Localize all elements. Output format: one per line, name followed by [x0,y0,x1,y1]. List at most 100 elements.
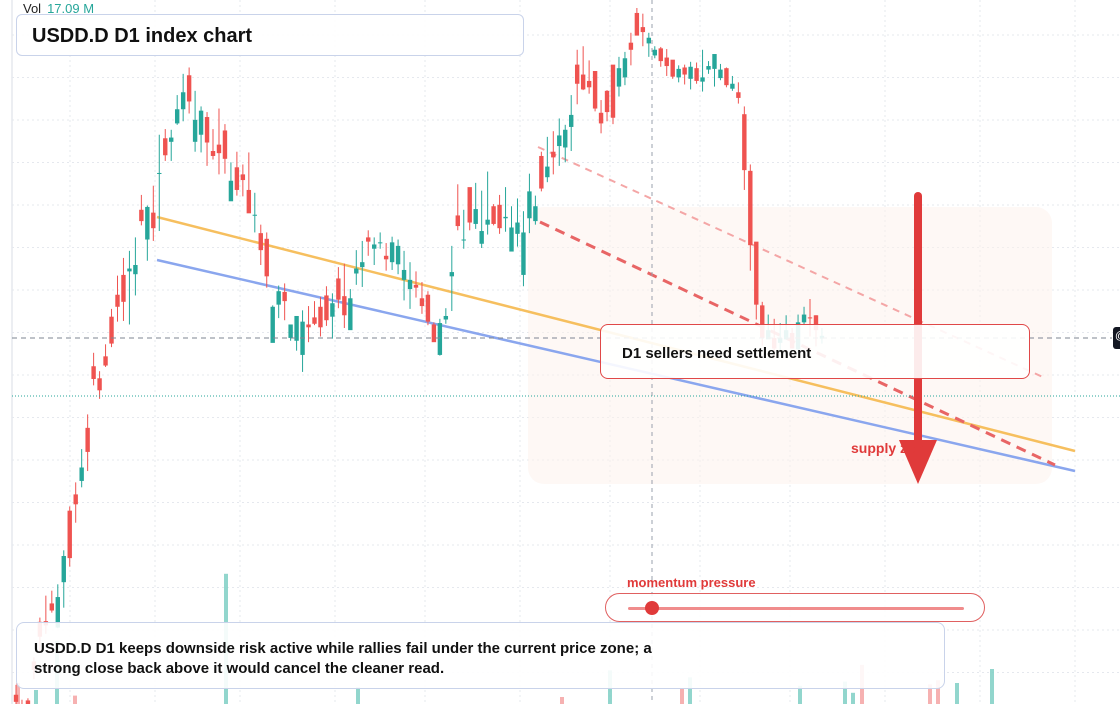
candle-body [742,114,747,171]
candle-body [25,700,31,704]
candle-body [258,233,263,251]
candle-body [437,323,443,355]
candle-body [748,170,753,246]
candle-body [312,317,317,324]
candle-body [366,237,371,242]
candle-body [103,356,108,366]
candle-body [455,215,460,227]
candle-body [718,69,723,79]
candle-body [288,324,293,338]
callout-box: D1 sellers need settlement [600,324,1030,379]
candle-body [700,77,705,82]
volume-bar [34,690,38,704]
momentum-thumb[interactable] [644,601,659,615]
volume-bar [798,685,802,704]
candle-body [694,68,699,81]
candle-body [676,68,681,78]
candle-body [133,265,138,275]
chart-title: USDD.D D1 index chart [32,25,253,47]
candle-body [109,316,114,344]
volume-legend-value: 17.09 M [47,1,95,16]
candle-body [383,255,389,260]
summary-box: USDD.D D1 keeps downside risk active whi… [16,622,945,689]
candle-body [121,274,126,302]
candle-body [115,294,120,307]
arrow-head [899,440,937,484]
volume-bar [356,687,360,704]
volume-bar [688,677,692,704]
candle-body [174,109,180,124]
candle-body [198,110,204,135]
candle-body [509,227,514,252]
candle-body [545,166,550,178]
candle-body [210,151,216,156]
candle-body [61,555,66,583]
candle-body [670,59,675,77]
candle-body [479,231,484,244]
candle-body [282,291,287,302]
candle-body [234,167,240,190]
candle-body [377,242,383,244]
candle-body [73,494,78,505]
volume-legend: Vol 17.09 M [23,1,94,16]
volume-bar [851,692,855,704]
candle-body [467,187,472,223]
candle-body [640,27,646,33]
candle-body [139,209,144,222]
candle-body [664,57,669,67]
candle-body [354,268,359,274]
candle-body [348,298,353,331]
momentum-slider[interactable] [605,593,985,622]
candle-body [330,303,335,317]
volume-bar [928,684,932,704]
candle-body [658,48,663,62]
candle-body [79,467,84,481]
candle-body [586,80,592,88]
price-scale-marker[interactable]: @ [1113,327,1120,349]
candle-body [503,216,508,219]
candle-body [485,219,490,225]
candle-body [682,67,687,75]
candle-body [163,138,168,156]
summary-text: USDD.D D1 keeps downside risk active whi… [34,640,652,677]
candle-body [216,144,222,154]
candle-body [324,295,329,321]
candle-body [389,242,395,263]
candle-body [557,135,562,147]
candle-body [610,64,616,118]
candle-body [264,238,269,277]
candle-body [145,206,150,240]
candle-body [192,119,198,142]
upper-channel-line [537,146,1046,379]
candle-body [342,296,347,316]
momentum-label: momentum pressure [627,575,756,590]
candle-body [563,129,568,148]
candle-body [580,74,586,90]
candle-body [431,324,437,343]
candle-body [91,366,96,379]
candle-body [521,232,526,275]
candle-body [228,180,234,202]
candle-body [634,12,640,36]
price-scale-marker-icon: @ [1115,330,1120,342]
candle-body [240,174,246,181]
candle-body [497,204,502,229]
volume-bar [16,683,20,704]
candle-body [13,694,19,702]
candle-body [527,191,532,219]
zone-label: supply zone [851,440,932,456]
candle-body [276,291,281,305]
candle-body [760,305,765,338]
candle-body [592,71,598,109]
candle-body [622,58,628,78]
candle-body [180,92,186,110]
callout-text: D1 sellers need settlement [622,345,812,362]
candle-body [533,206,538,222]
candle-body [407,279,413,290]
volume-bar [936,680,940,704]
candle-body [491,206,496,224]
candle-body [67,510,72,559]
candle-body [401,269,407,280]
candle-body [515,222,520,234]
candle-body [712,54,717,69]
